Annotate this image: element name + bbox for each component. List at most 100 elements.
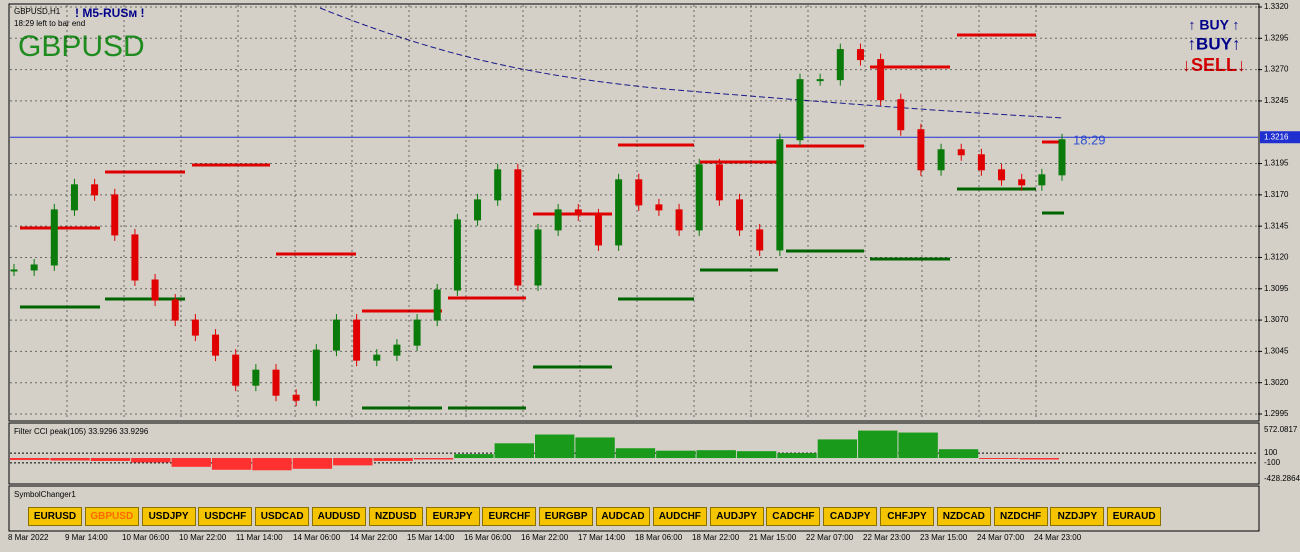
- symbol-button[interactable]: NZDCAD: [936, 507, 991, 526]
- cci-bar: [211, 458, 252, 470]
- time-tick-label: 18 Mar 06:00: [635, 533, 683, 542]
- current-price-box: [1260, 131, 1300, 144]
- price-tick-label: 1.3195: [1264, 159, 1289, 168]
- candle-body: [675, 209, 683, 231]
- symbol-button[interactable]: CHFJPY: [880, 507, 934, 526]
- symbol-label: GBPUSD,H1: [14, 7, 61, 16]
- time-tick-label: 24 Mar 23:00: [1034, 533, 1082, 542]
- long-ma: [319, 7, 1065, 119]
- cci-title: Filter CCI peak(105) 33.9296 33.9296: [14, 427, 149, 436]
- symbol-button[interactable]: USDJPY: [141, 507, 196, 526]
- cci-bar: [292, 458, 333, 469]
- candle-body: [917, 129, 925, 171]
- symbol-changer-title: SymbolChanger1: [14, 490, 76, 499]
- candle-body: [151, 279, 159, 301]
- buy-signal: ↑ BUY ↑: [1188, 17, 1239, 33]
- price-tick-label: 1.2995: [1264, 409, 1289, 418]
- time-tick-label: 14 Mar 22:00: [350, 533, 398, 542]
- cci-bar: [736, 451, 777, 459]
- candle-body: [514, 169, 522, 286]
- time-tick-label: 16 Mar 06:00: [464, 533, 512, 542]
- symbol-button[interactable]: AUDCHF: [652, 507, 707, 526]
- candle-body: [111, 194, 119, 236]
- time-tick-label: 22 Mar 07:00: [806, 533, 854, 542]
- candle-body: [736, 199, 744, 231]
- candle-body: [50, 209, 58, 266]
- countdown: 18:29: [1073, 132, 1106, 147]
- sell-signal: ↓SELL↓: [1182, 55, 1246, 75]
- symbol-button[interactable]: AUDJPY: [709, 507, 764, 526]
- cci-tick-label: -100: [1264, 458, 1281, 467]
- candle-body: [554, 209, 562, 231]
- candle-body: [191, 319, 199, 336]
- candle-body: [977, 154, 985, 171]
- symbol-button[interactable]: CADJPY: [823, 507, 878, 526]
- cci-bar: [575, 437, 615, 459]
- price-tick-label: 1.3120: [1264, 253, 1289, 262]
- symbol-button[interactable]: NZDJPY: [1050, 507, 1105, 526]
- candle-body: [272, 369, 280, 396]
- price-tick-label: 1.3020: [1264, 378, 1289, 387]
- candle-body: [433, 289, 441, 321]
- time-tick-label: 15 Mar 14:00: [407, 533, 455, 542]
- timer-label: 18:29 left to bar end: [14, 19, 85, 28]
- candle-body: [836, 49, 844, 81]
- symbol-button[interactable]: AUDCAD: [596, 507, 650, 526]
- symbol-button[interactable]: NZDUSD: [368, 507, 423, 526]
- candle-body: [91, 184, 99, 196]
- symbol-button[interactable]: CADCHF: [766, 507, 821, 526]
- time-tick-label: 11 Mar 14:00: [236, 533, 283, 542]
- symbol-button[interactable]: EURAUD: [1107, 507, 1162, 526]
- candle-body: [856, 49, 864, 61]
- cci-bar: [858, 430, 898, 459]
- main-panel: [8, 3, 1260, 422]
- price-tick-label: 1.3095: [1264, 284, 1289, 293]
- candle-body: [494, 169, 502, 201]
- symbol-button[interactable]: AUDUSD: [312, 507, 366, 526]
- time-tick-label: 21 Mar 15:00: [749, 533, 797, 542]
- current-price-label: 1.3216: [1264, 132, 1289, 141]
- candle-body: [937, 149, 945, 171]
- time-tick-label: 18 Mar 22:00: [692, 533, 740, 542]
- candle-body: [816, 79, 824, 82]
- symbol-button[interactable]: USDCAD: [255, 507, 310, 526]
- symbol-button[interactable]: EURUSD: [28, 507, 82, 526]
- time-tick-label: 14 Mar 06:00: [293, 533, 341, 542]
- cci-bar: [979, 458, 1019, 460]
- cci-bar: [10, 458, 50, 460]
- price-tick-label: 1.3320: [1264, 2, 1289, 11]
- price-tick-label: 1.3145: [1264, 221, 1289, 230]
- cci-bar: [615, 448, 656, 459]
- candle-body: [413, 319, 421, 346]
- candle-body: [474, 199, 482, 221]
- time-tick-label: 10 Mar 22:00: [179, 533, 227, 542]
- symbol-button[interactable]: NZDCHF: [993, 507, 1048, 526]
- price-tick-label: 1.3045: [1264, 346, 1289, 355]
- candle-body: [695, 164, 703, 231]
- time-tick-label: 8 Mar 2022: [8, 533, 49, 542]
- candle-body: [897, 99, 905, 131]
- symbol-button[interactable]: GBPUSD: [84, 507, 139, 526]
- indicator-label: ! M5-RUSм !: [75, 6, 145, 20]
- candle-body: [756, 229, 764, 251]
- candle-body: [1038, 174, 1046, 186]
- candle-body: [332, 319, 340, 351]
- cci-bar: [50, 458, 90, 461]
- cci-bar: [817, 439, 858, 459]
- candle-body: [534, 229, 542, 286]
- candle-body: [1018, 179, 1026, 186]
- candle-body: [957, 149, 965, 156]
- candle-body: [776, 139, 784, 251]
- symbol-button[interactable]: EURJPY: [425, 507, 480, 526]
- cci-tick-label: 572.0817: [1264, 425, 1298, 434]
- candle-body: [796, 79, 804, 141]
- symbol-button[interactable]: USDCHF: [198, 507, 253, 526]
- time-tick-label: 17 Mar 14:00: [578, 533, 626, 542]
- candle-body: [715, 164, 723, 201]
- price-tick-label: 1.3270: [1264, 65, 1289, 74]
- candle-body: [373, 354, 381, 361]
- candle-body: [453, 219, 461, 291]
- time-tick-label: 22 Mar 23:00: [863, 533, 911, 542]
- symbol-button[interactable]: EURGBP: [539, 507, 594, 526]
- symbol-button[interactable]: EURCHF: [482, 507, 537, 526]
